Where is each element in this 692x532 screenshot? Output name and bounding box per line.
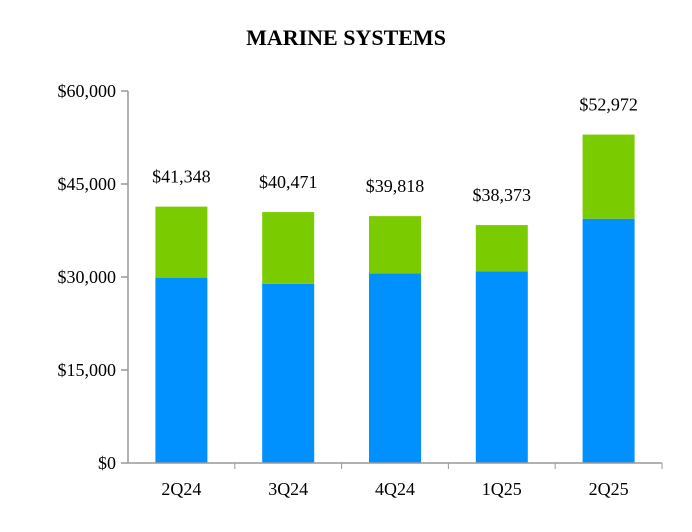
bar-segment-2 xyxy=(262,212,315,284)
total-label: $41,348 xyxy=(152,167,211,187)
total-label: $52,972 xyxy=(579,95,638,115)
total-label: $40,471 xyxy=(259,172,318,192)
x-tick-label: 2Q24 xyxy=(161,479,201,499)
bar-segment-2 xyxy=(369,216,421,274)
x-tick-label: 2Q25 xyxy=(589,479,629,499)
bar-segment-2 xyxy=(582,134,635,219)
total-label: $38,373 xyxy=(473,185,532,205)
y-tick-label: $30,000 xyxy=(58,267,117,287)
bar-segment-1 xyxy=(582,218,635,463)
chart-title: MARINE SYSTEMS xyxy=(246,25,446,50)
bar-segment-1 xyxy=(262,283,315,463)
y-tick-label: $0 xyxy=(98,453,116,473)
x-tick-label: 3Q24 xyxy=(268,479,308,499)
bar-segment-1 xyxy=(369,273,421,463)
x-tick-label: 4Q24 xyxy=(375,479,415,499)
x-tick-label: 1Q25 xyxy=(482,479,522,499)
total-label: $39,818 xyxy=(366,176,425,196)
bar-segment-1 xyxy=(475,271,528,463)
bar-segment-2 xyxy=(475,225,528,272)
bar-segment-2 xyxy=(155,206,208,278)
y-tick-label: $15,000 xyxy=(58,360,117,380)
y-tick-label: $45,000 xyxy=(58,174,117,194)
bar-segment-1 xyxy=(155,277,208,463)
y-tick-label: $60,000 xyxy=(58,81,117,101)
